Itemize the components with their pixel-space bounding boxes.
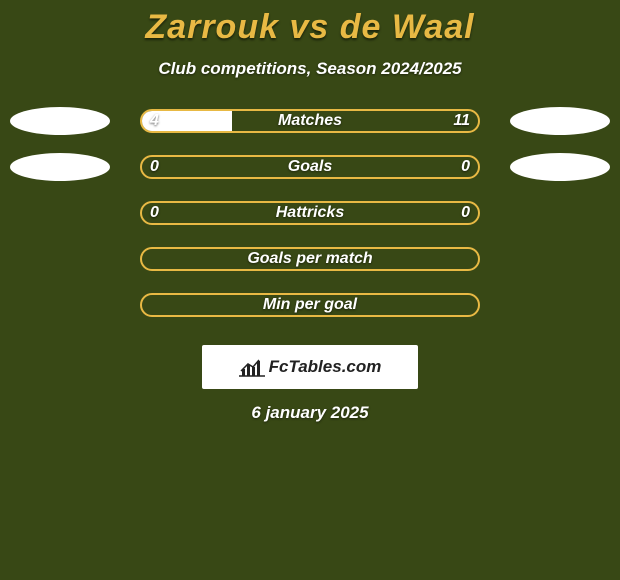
stat-bar: Goals per match (140, 247, 480, 271)
stat-bar: Min per goal (140, 293, 480, 317)
player-right-ellipse (510, 107, 610, 135)
logo-box: FcTables.com (202, 345, 418, 389)
stat-label: Min per goal (142, 295, 478, 315)
stat-row: Min per goal (0, 291, 620, 337)
logo-text: FcTables.com (269, 357, 382, 377)
stat-label: Goals (142, 157, 478, 177)
date-text: 6 january 2025 (0, 403, 620, 423)
stat-label: Matches (142, 111, 478, 131)
player-left-ellipse (10, 153, 110, 181)
page-title: Zarrouk vs de Waal (0, 0, 620, 47)
stat-rows: 411Matches 00Goals 00Hattricks Goals per ma… (0, 107, 620, 337)
stat-row: 411Matches (0, 107, 620, 153)
stat-row: 00Hattricks (0, 199, 620, 245)
stat-bar: 00Hattricks (140, 201, 480, 225)
player-left-ellipse (10, 107, 110, 135)
stat-label: Hattricks (142, 203, 478, 223)
stat-row: 00Goals (0, 153, 620, 199)
stat-label: Goals per match (142, 249, 478, 269)
stat-row: Goals per match (0, 245, 620, 291)
comparison-infographic: Zarrouk vs de Waal Club competitions, Se… (0, 0, 620, 580)
bar-chart-icon (239, 357, 265, 377)
player-right-ellipse (510, 153, 610, 181)
stat-bar: 411Matches (140, 109, 480, 133)
subtitle: Club competitions, Season 2024/2025 (0, 59, 620, 79)
stat-bar: 00Goals (140, 155, 480, 179)
